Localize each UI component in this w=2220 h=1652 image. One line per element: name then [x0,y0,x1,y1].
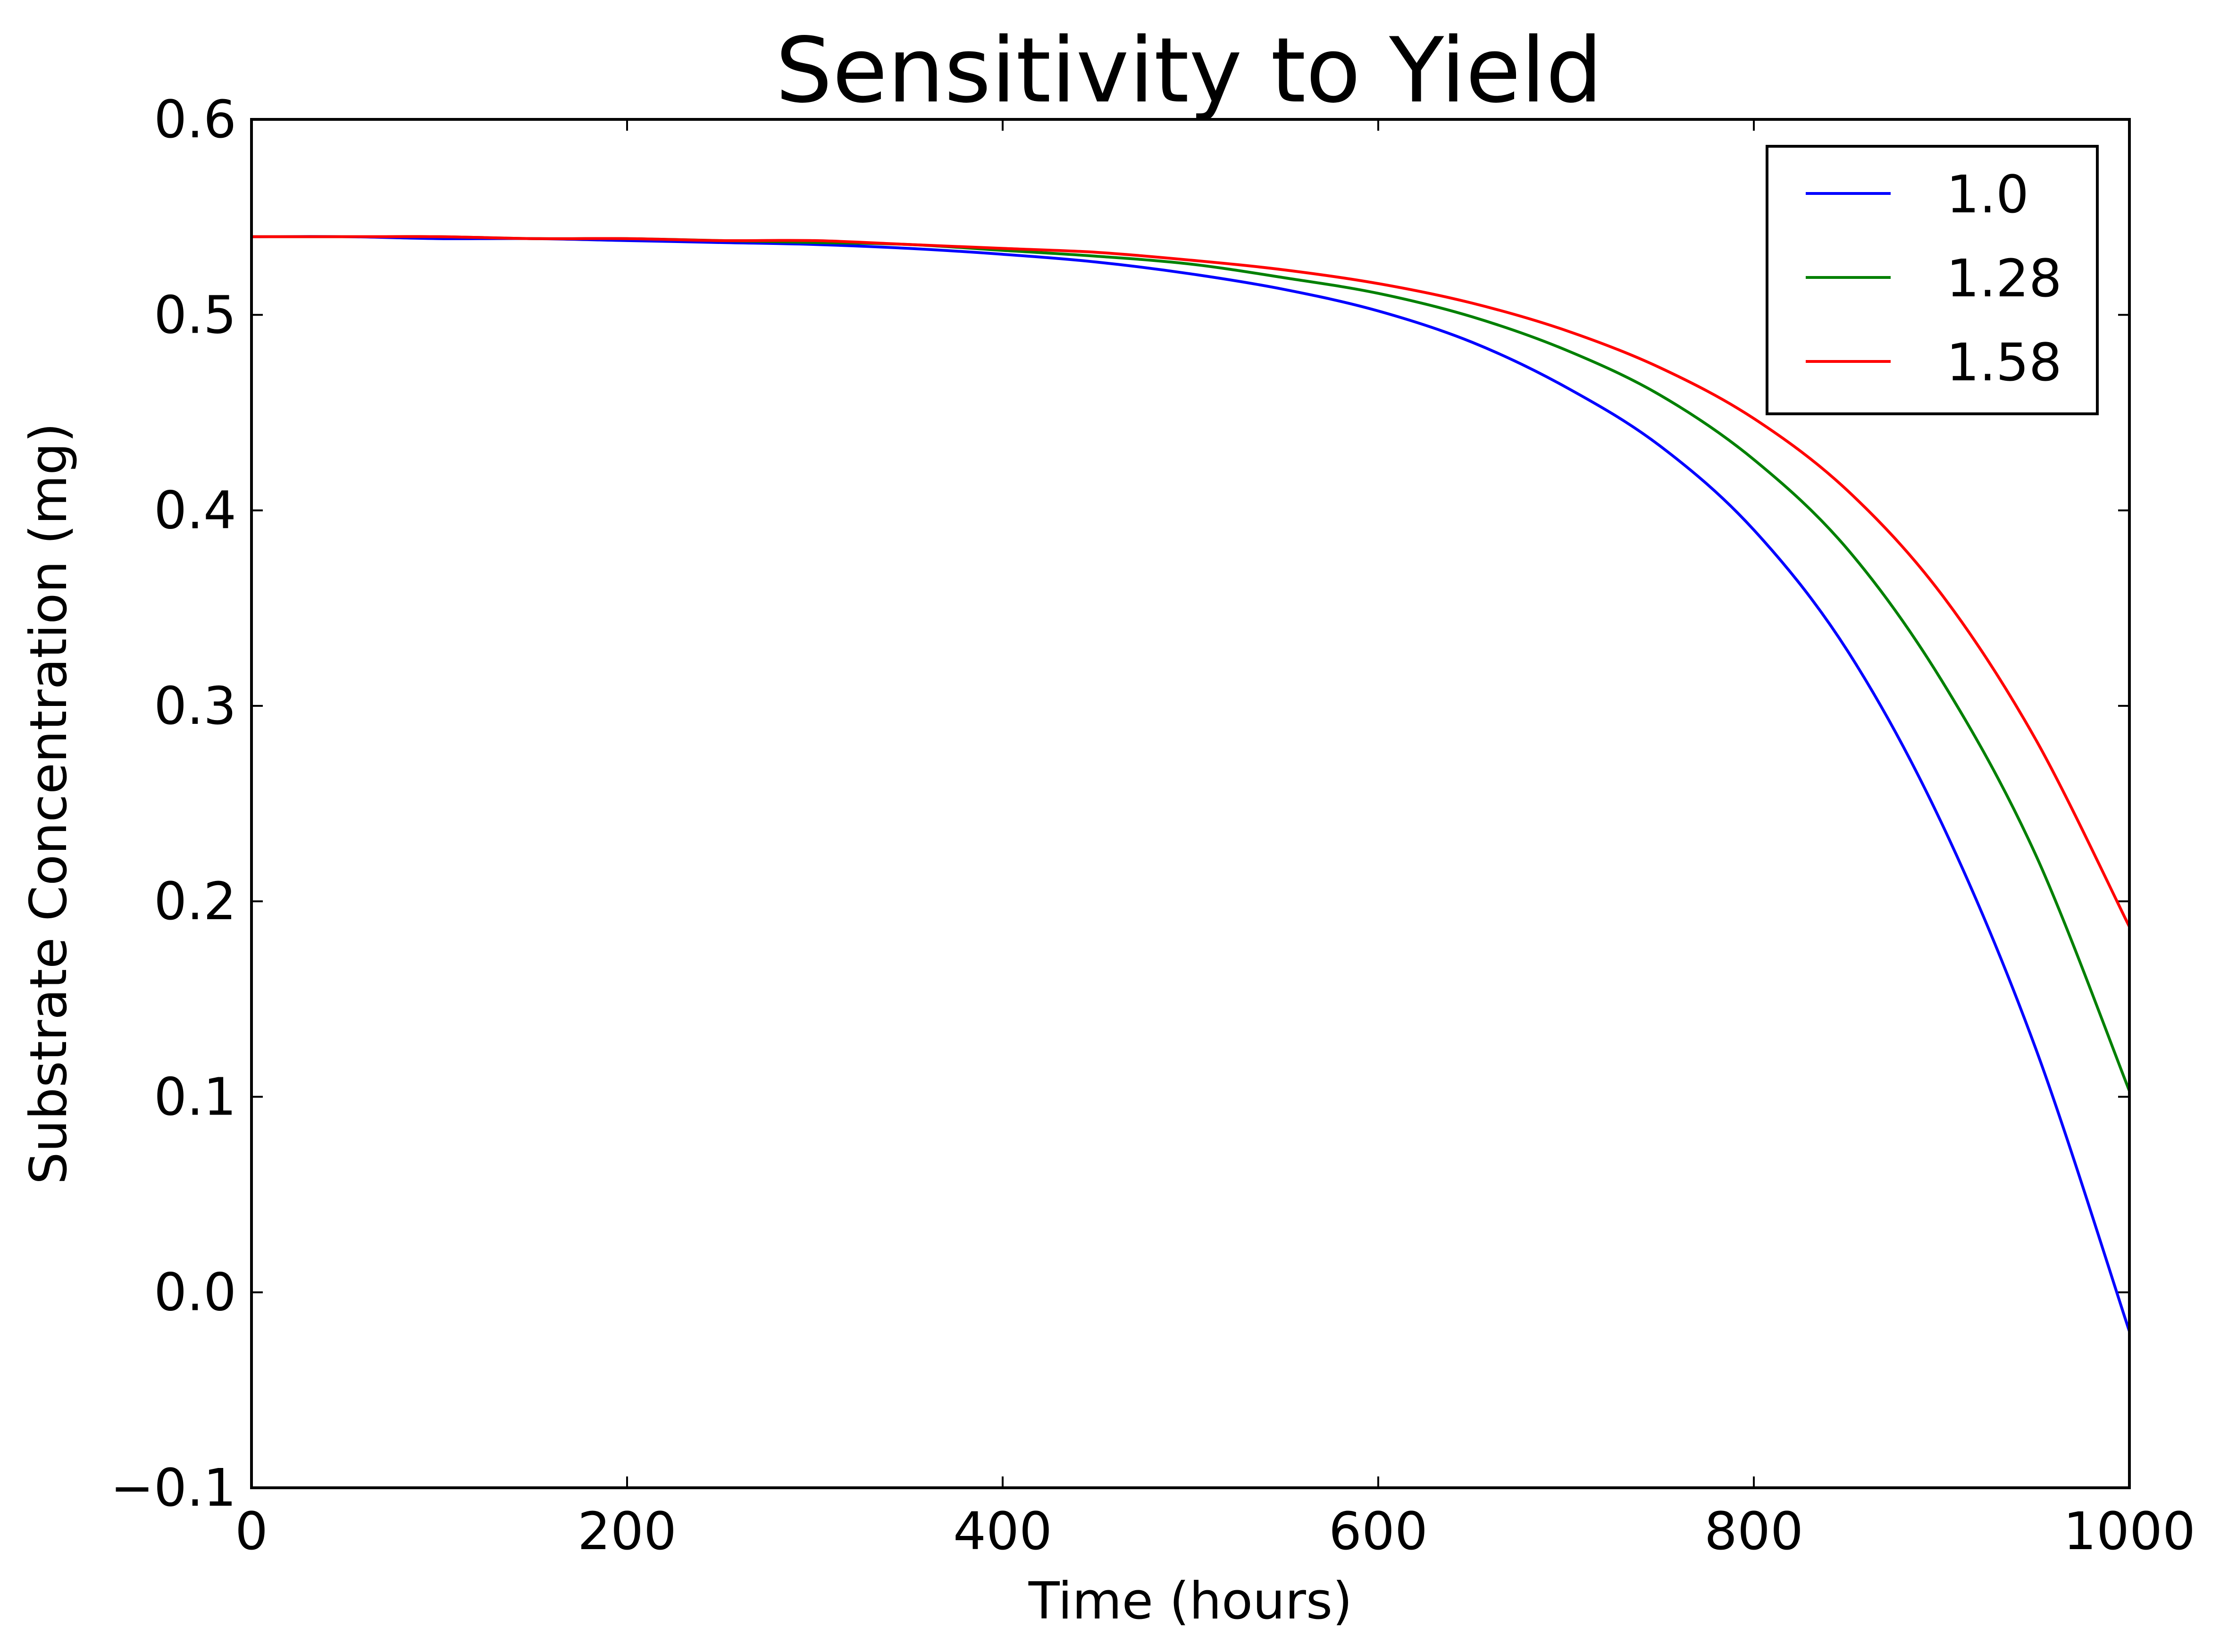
plot-area: 0 200 400 600 800 1000 −0.1 0.0 0.1 0.2 0.3 0.4 0.5 0… [110,89,2195,1561]
y-tick-label: 0.1 [154,1066,236,1127]
legend-label: 1.0 [1946,164,2029,225]
x-tick-label: 800 [1704,1501,1803,1561]
legend: 1.0 1.28 1.58 [1766,145,2099,415]
chart-title: Sensitivity to Yield [775,18,1602,123]
x-tick-label: 600 [1329,1501,1428,1561]
x-axis-label: Time (hours) [1028,1572,1353,1631]
legend-label: 1.58 [1946,332,2062,393]
plot-frame [250,118,2131,1489]
x-tick-label: 0 [235,1501,268,1561]
series-line-1-58 [251,235,2131,928]
y-tick-label: 0.3 [154,676,236,736]
x-tick-label: 1000 [2063,1501,2195,1561]
y-tick-label: 0.5 [154,285,236,345]
legend-label: 1.28 [1946,248,2062,309]
y-tick-label: 0.4 [154,480,236,541]
x-tick-label: 200 [578,1501,677,1561]
y-tick-label: 0.6 [154,89,236,150]
x-tick-label: 400 [953,1501,1052,1561]
y-tick-label: 0.2 [154,871,236,931]
legend-box [1766,145,2099,415]
y-axis-label: Substrate Concentration (mg) [19,423,78,1184]
y-tick-label: 0.0 [154,1262,236,1323]
y-tick-label: −0.1 [110,1458,236,1518]
